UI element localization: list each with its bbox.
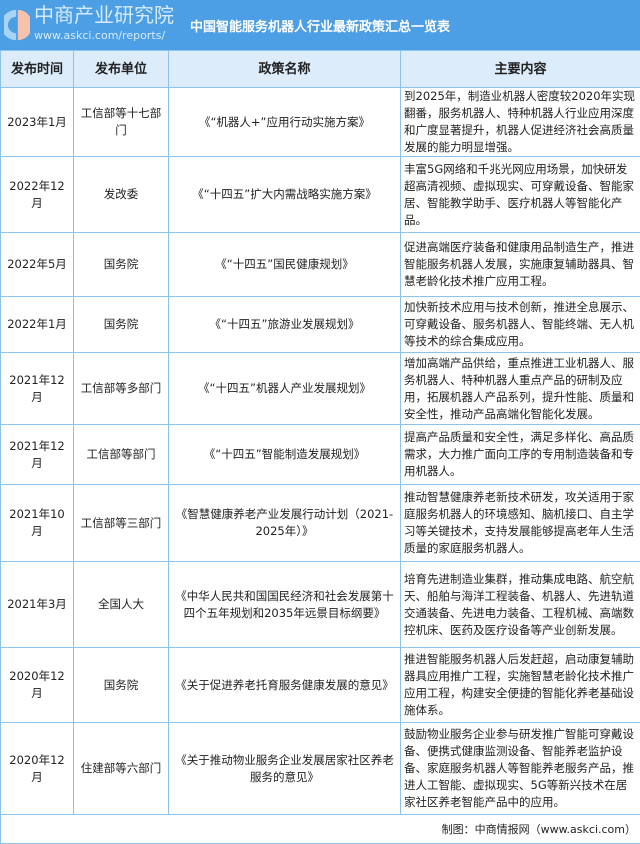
source-credit: 制图：中商情报网（www.askci.com） (1, 815, 640, 844)
table-row: 2022年1月国务院《“十四五”旅游业发展规划》加快新技术应用与技术创新，推进全… (1, 297, 640, 353)
date-cell: 2021年12月 (1, 353, 74, 425)
policy-name-cell: 《“十四五”国民健康规划》 (169, 233, 401, 297)
unit-cell: 工信部等部门 (74, 425, 169, 485)
table-body: 2023年1月工信部等十七部门《“机器人+”应用行动实施方案》到2025年，制造… (1, 88, 640, 815)
table-row: 2022年12月发改委《“十四五”扩大内需战略实施方案》丰富5G网络和千兆光网应… (1, 157, 640, 233)
unit-cell: 工信部等多部门 (74, 353, 169, 425)
unit-cell: 国务院 (74, 297, 169, 353)
header-content: 主要内容 (401, 51, 640, 88)
content-cell: 提高产品质量和安全性，满足多样化、高品质需求，大力推广面向工序的专用制造装备和专… (401, 425, 640, 485)
table-row: 2022年5月国务院《“十四五”国民健康规划》促进高端医疗装备和健康用品制造生产… (1, 233, 640, 297)
content-cell: 到2025年，制造业机器人密度较2020年实现翻番，服务机器人、特种机器人行业应… (401, 88, 640, 157)
policy-name-cell: 《“十四五”机器人产业发展规划》 (169, 353, 401, 425)
unit-cell: 国务院 (74, 648, 169, 723)
policy-name-cell: 《关于推动物业服务企业发展居家社区养老服务的意见》 (169, 723, 401, 815)
table-row: 2021年12月工信部等多部门《“十四五”机器人产业发展规划》增加高端产品供给，… (1, 353, 640, 425)
unit-cell: 国务院 (74, 233, 169, 297)
date-cell: 2021年10月 (1, 485, 74, 562)
date-cell: 2022年5月 (1, 233, 74, 297)
date-cell: 2023年1月 (1, 88, 74, 157)
date-cell: 2021年12月 (1, 425, 74, 485)
content-cell: 培育先进制造业集群，推动集成电路、航空航天、船舶与海洋工程装备、机器人、先进轨道… (401, 562, 640, 648)
policy-name-cell: 《“机器人+”应用行动实施方案》 (169, 88, 401, 157)
policy-name-cell: 《关于促进养老托育服务健康发展的意见》 (169, 648, 401, 723)
policy-name-cell: 《中华人民共和国国民经济和社会发展第十四个五年规划和2035年远景目标纲要》 (169, 562, 401, 648)
content-cell: 加快新技术应用与技术创新，推进全息展示、可穿戴设备、服务机器人、智能终端、无人机… (401, 297, 640, 353)
table-title: 中国智能服务机器人行业最新政策汇总一览表 (0, 0, 640, 50)
table-row: 2020年12月国务院《关于促进养老托育服务健康发展的意见》推进智能服务机器人后… (1, 648, 640, 723)
date-cell: 2020年12月 (1, 723, 74, 815)
table-row: 2020年12月住建部等六部门《关于推动物业服务企业发展居家社区养老服务的意见》… (1, 723, 640, 815)
date-cell: 2022年12月 (1, 157, 74, 233)
header-policy-name: 政策名称 (169, 51, 401, 88)
policy-name-cell: 《“十四五”智能制造发展规划》 (169, 425, 401, 485)
unit-cell: 全国人大 (74, 562, 169, 648)
date-cell: 2022年1月 (1, 297, 74, 353)
unit-cell: 发改委 (74, 157, 169, 233)
content-cell: 丰富5G网络和千兆光网应用场景，加快研发超高清视频、虚拟现实、可穿戴设备、智能家… (401, 157, 640, 233)
header-date: 发布时间 (1, 51, 74, 88)
table-row: 2021年12月工信部等部门《“十四五”智能制造发展规划》提高产品质量和安全性，… (1, 425, 640, 485)
table-row: 2021年3月全国人大《中华人民共和国国民经济和社会发展第十四个五年规划和203… (1, 562, 640, 648)
content-cell: 鼓励物业服务企业参与研发推广智能可穿戴设备、便携式健康监测设备、智能养老监护设备… (401, 723, 640, 815)
content-cell: 推进智能服务机器人后发赶超，启动康复辅助器具应用推广工程，实施智慧老龄化技术推广… (401, 648, 640, 723)
unit-cell: 工信部等十七部门 (74, 88, 169, 157)
date-cell: 2020年12月 (1, 648, 74, 723)
policy-name-cell: 《“十四五”扩大内需战略实施方案》 (169, 157, 401, 233)
header-row: 发布时间 发布单位 政策名称 主要内容 (1, 51, 640, 88)
header-unit: 发布单位 (74, 51, 169, 88)
footer-row: 制图：中商情报网（www.askci.com） (1, 815, 640, 844)
content-cell: 推动智慧健康养老新技术研发，攻关适用于家庭服务机器人的环境感知、脑机接口、自主学… (401, 485, 640, 562)
policy-name-cell: 《智慧健康养老产业发展行动计划（2021-2025年）》 (169, 485, 401, 562)
content-cell: 促进高端医疗装备和健康用品制造生产，推进智能服务机器人发展，实施康复辅助器具、智… (401, 233, 640, 297)
content-cell: 增加高端产品供给，重点推进工业机器人、服务机器人、特种机器人重点产品的研制及应用… (401, 353, 640, 425)
table-row: 2023年1月工信部等十七部门《“机器人+”应用行动实施方案》到2025年，制造… (1, 88, 640, 157)
unit-cell: 工信部等三部门 (74, 485, 169, 562)
date-cell: 2021年3月 (1, 562, 74, 648)
policy-table: 发布时间 发布单位 政策名称 主要内容 2023年1月工信部等十七部门《“机器人… (0, 50, 640, 844)
policy-name-cell: 《“十四五”旅游业发展规划》 (169, 297, 401, 353)
table-row: 2021年10月工信部等三部门《智慧健康养老产业发展行动计划（2021-2025… (1, 485, 640, 562)
unit-cell: 住建部等六部门 (74, 723, 169, 815)
